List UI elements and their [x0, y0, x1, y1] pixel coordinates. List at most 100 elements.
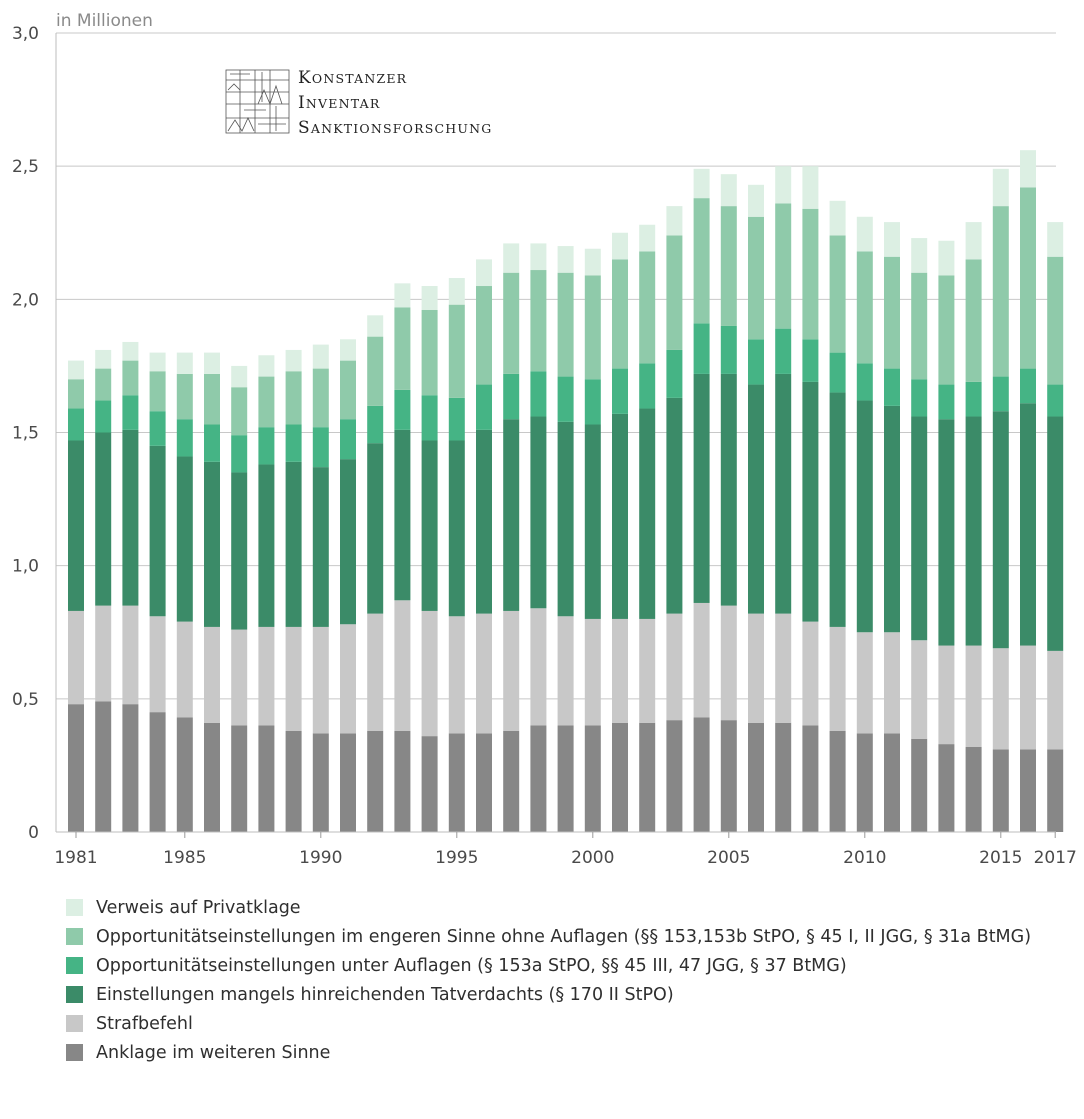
bar-segment [557, 376, 574, 422]
legend-swatch [66, 986, 83, 1003]
bar-segment [448, 397, 465, 441]
bar-segment [448, 304, 465, 398]
konstanzer-inventar-logo: KONSTANZER INVENTAR SANKTIONSFORSCHUNG [225, 68, 491, 138]
bar-segment [720, 373, 737, 606]
bar-segment [258, 355, 275, 377]
logo-line-2-rest: NVENTAR [306, 96, 381, 111]
legend-swatch [66, 1044, 83, 1061]
bar-segment [748, 613, 764, 723]
bar-segment [204, 461, 220, 627]
bar-segment [639, 224, 656, 252]
bar-segment [693, 323, 710, 374]
bar-segment [884, 733, 900, 832]
legend-label: Einstellungen mangels hinreichenden Tatv… [96, 984, 674, 1005]
bar-segment [258, 376, 275, 428]
bar-segment [258, 725, 275, 832]
bar-segment [122, 360, 139, 396]
bar-segment [775, 373, 792, 614]
bar-segment [312, 368, 329, 428]
bar-segment [204, 424, 220, 462]
x-tick-label: 1990 [299, 848, 342, 868]
logo-line-3-cap: S [298, 118, 311, 138]
bar-segment [802, 208, 819, 340]
bar-segment [421, 286, 438, 310]
legend-item: Opportunitätseinstellungen unter Auflage… [66, 951, 1031, 980]
legend-item: Opportunitätseinstellungen im engeren Si… [66, 922, 1031, 951]
bar-segment [176, 419, 193, 457]
bar-segment [312, 626, 329, 734]
bar-segment [911, 238, 928, 273]
bar-segment [421, 309, 438, 396]
bar-segment [367, 613, 384, 731]
logo-emblem-icon [225, 69, 290, 134]
bar-segment [992, 206, 1009, 377]
bar-segment [340, 360, 356, 420]
x-tick-label: 2015 [979, 848, 1022, 868]
bar-segment [802, 166, 819, 209]
bar-segment [802, 725, 819, 832]
bar-segment [394, 307, 411, 390]
bar-segment [421, 395, 438, 441]
bar-segment [312, 344, 329, 369]
bar-segment [312, 427, 329, 468]
bar-segment [802, 339, 819, 382]
y-tick-label: 2,5 [12, 157, 39, 177]
bar-segment [856, 363, 873, 401]
bar-segment [394, 429, 411, 601]
legend-label: Opportunitätseinstellungen im engeren Si… [96, 926, 1032, 947]
bar-segment [503, 610, 520, 731]
legend-swatch [66, 899, 83, 916]
bar-segment [421, 440, 438, 611]
bar-segment [1047, 222, 1064, 257]
bar-segment [530, 243, 547, 271]
bar-segment [285, 626, 302, 731]
bar-segment [557, 272, 574, 377]
bar-segment [693, 198, 710, 324]
bar-segment [367, 336, 384, 406]
bar-segment [503, 272, 520, 374]
bar-segment [884, 368, 900, 406]
bar-segment [285, 461, 302, 627]
y-tick-label: 0 [28, 823, 39, 843]
bar-segment [639, 251, 656, 364]
bar-segment [503, 243, 520, 273]
bar-segment [149, 445, 166, 617]
bar-segment [938, 419, 955, 646]
bar-segment [612, 259, 628, 369]
bar-segment [612, 368, 628, 414]
x-tick-label: 1995 [435, 848, 478, 868]
bar-segment [68, 379, 84, 409]
bar-segment [666, 235, 683, 350]
x-tick-label: 2017 [1034, 848, 1077, 868]
bar-segment [503, 419, 520, 611]
bar-segment [68, 704, 84, 832]
bar-segment [231, 387, 248, 436]
bar-segment [639, 722, 656, 832]
x-tick-label: 1981 [54, 848, 97, 868]
bar-segment [421, 610, 438, 737]
bar-segment [938, 384, 955, 420]
bar-segment [1047, 384, 1064, 417]
bar-segment [176, 373, 193, 420]
bar-segment [829, 200, 846, 236]
bar-segment [1020, 645, 1036, 750]
bar-segment [557, 246, 574, 273]
bar-segment [176, 621, 193, 718]
bar-segment [1047, 650, 1064, 750]
bar-segment [639, 363, 656, 409]
x-tick-label: 2000 [571, 848, 614, 868]
bar-segment [122, 605, 139, 705]
bar-segment [68, 408, 84, 441]
bar-segment [285, 349, 302, 372]
y-tick-label: 1,5 [12, 424, 39, 444]
bar-segment [285, 371, 302, 425]
bar-segment [95, 400, 112, 433]
bar-segment [340, 624, 356, 734]
bar-segment [992, 749, 1009, 832]
x-tick-label: 2010 [843, 848, 886, 868]
bar-segment [285, 730, 302, 832]
bar-segment [829, 392, 846, 627]
y-tick-label: 1,0 [12, 557, 39, 577]
bar-segment [95, 349, 112, 369]
bar-segment [720, 174, 737, 207]
